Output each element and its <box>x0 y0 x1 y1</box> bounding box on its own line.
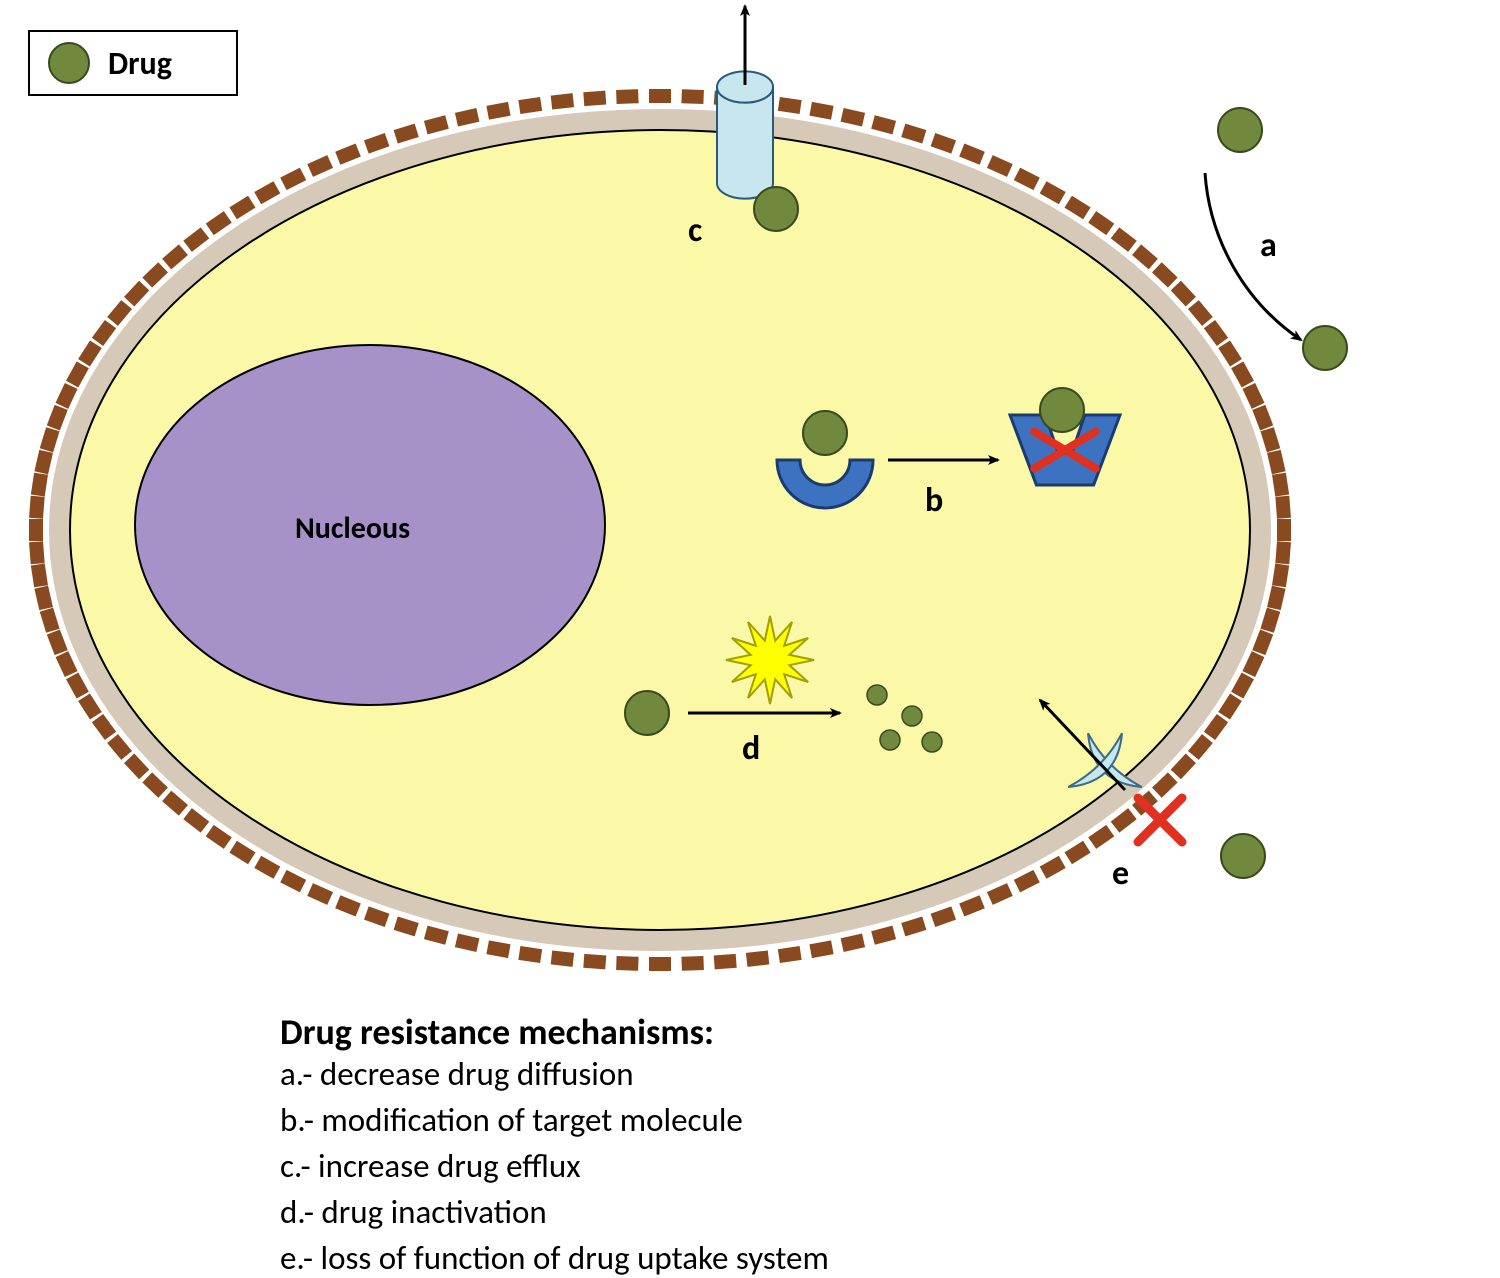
cell-diagram-svg <box>0 0 1500 1000</box>
caption-item-3: d.- drug inactivation <box>280 1192 547 1232</box>
label-e: e <box>1112 853 1129 894</box>
drug-a-top <box>1218 108 1262 152</box>
red-x-e-icon <box>1138 798 1182 842</box>
nucleus-label: Nucleous <box>295 510 410 547</box>
caption-item-2: c.- increase drug efflux <box>280 1146 581 1186</box>
label-c: c <box>688 210 702 251</box>
legend-box: Drug <box>28 30 238 96</box>
caption-item-4: e.- loss of function of drug uptake syst… <box>280 1238 829 1278</box>
drug-a-bottom <box>1303 326 1347 370</box>
diagram-stage: Drug <box>0 0 1500 1256</box>
legend-drug-dot <box>48 42 90 84</box>
efflux-pump-icon <box>717 71 773 198</box>
drug-b-left <box>803 411 847 455</box>
drug-b-right <box>1040 388 1084 432</box>
caption-item-1: b.- modification of target molecule <box>280 1100 743 1140</box>
arrow-a <box>1205 173 1301 340</box>
legend-label: Drug <box>108 44 172 83</box>
drug-c <box>754 187 798 231</box>
drug-e <box>1221 834 1265 878</box>
drug-d <box>625 691 669 735</box>
label-b: b <box>925 480 943 521</box>
label-a: a <box>1260 225 1277 266</box>
caption-item-0: a.- decrease drug diffusion <box>280 1054 634 1094</box>
caption-title: Drug resistance mechanisms: <box>280 1010 714 1054</box>
label-d: d <box>742 728 760 769</box>
